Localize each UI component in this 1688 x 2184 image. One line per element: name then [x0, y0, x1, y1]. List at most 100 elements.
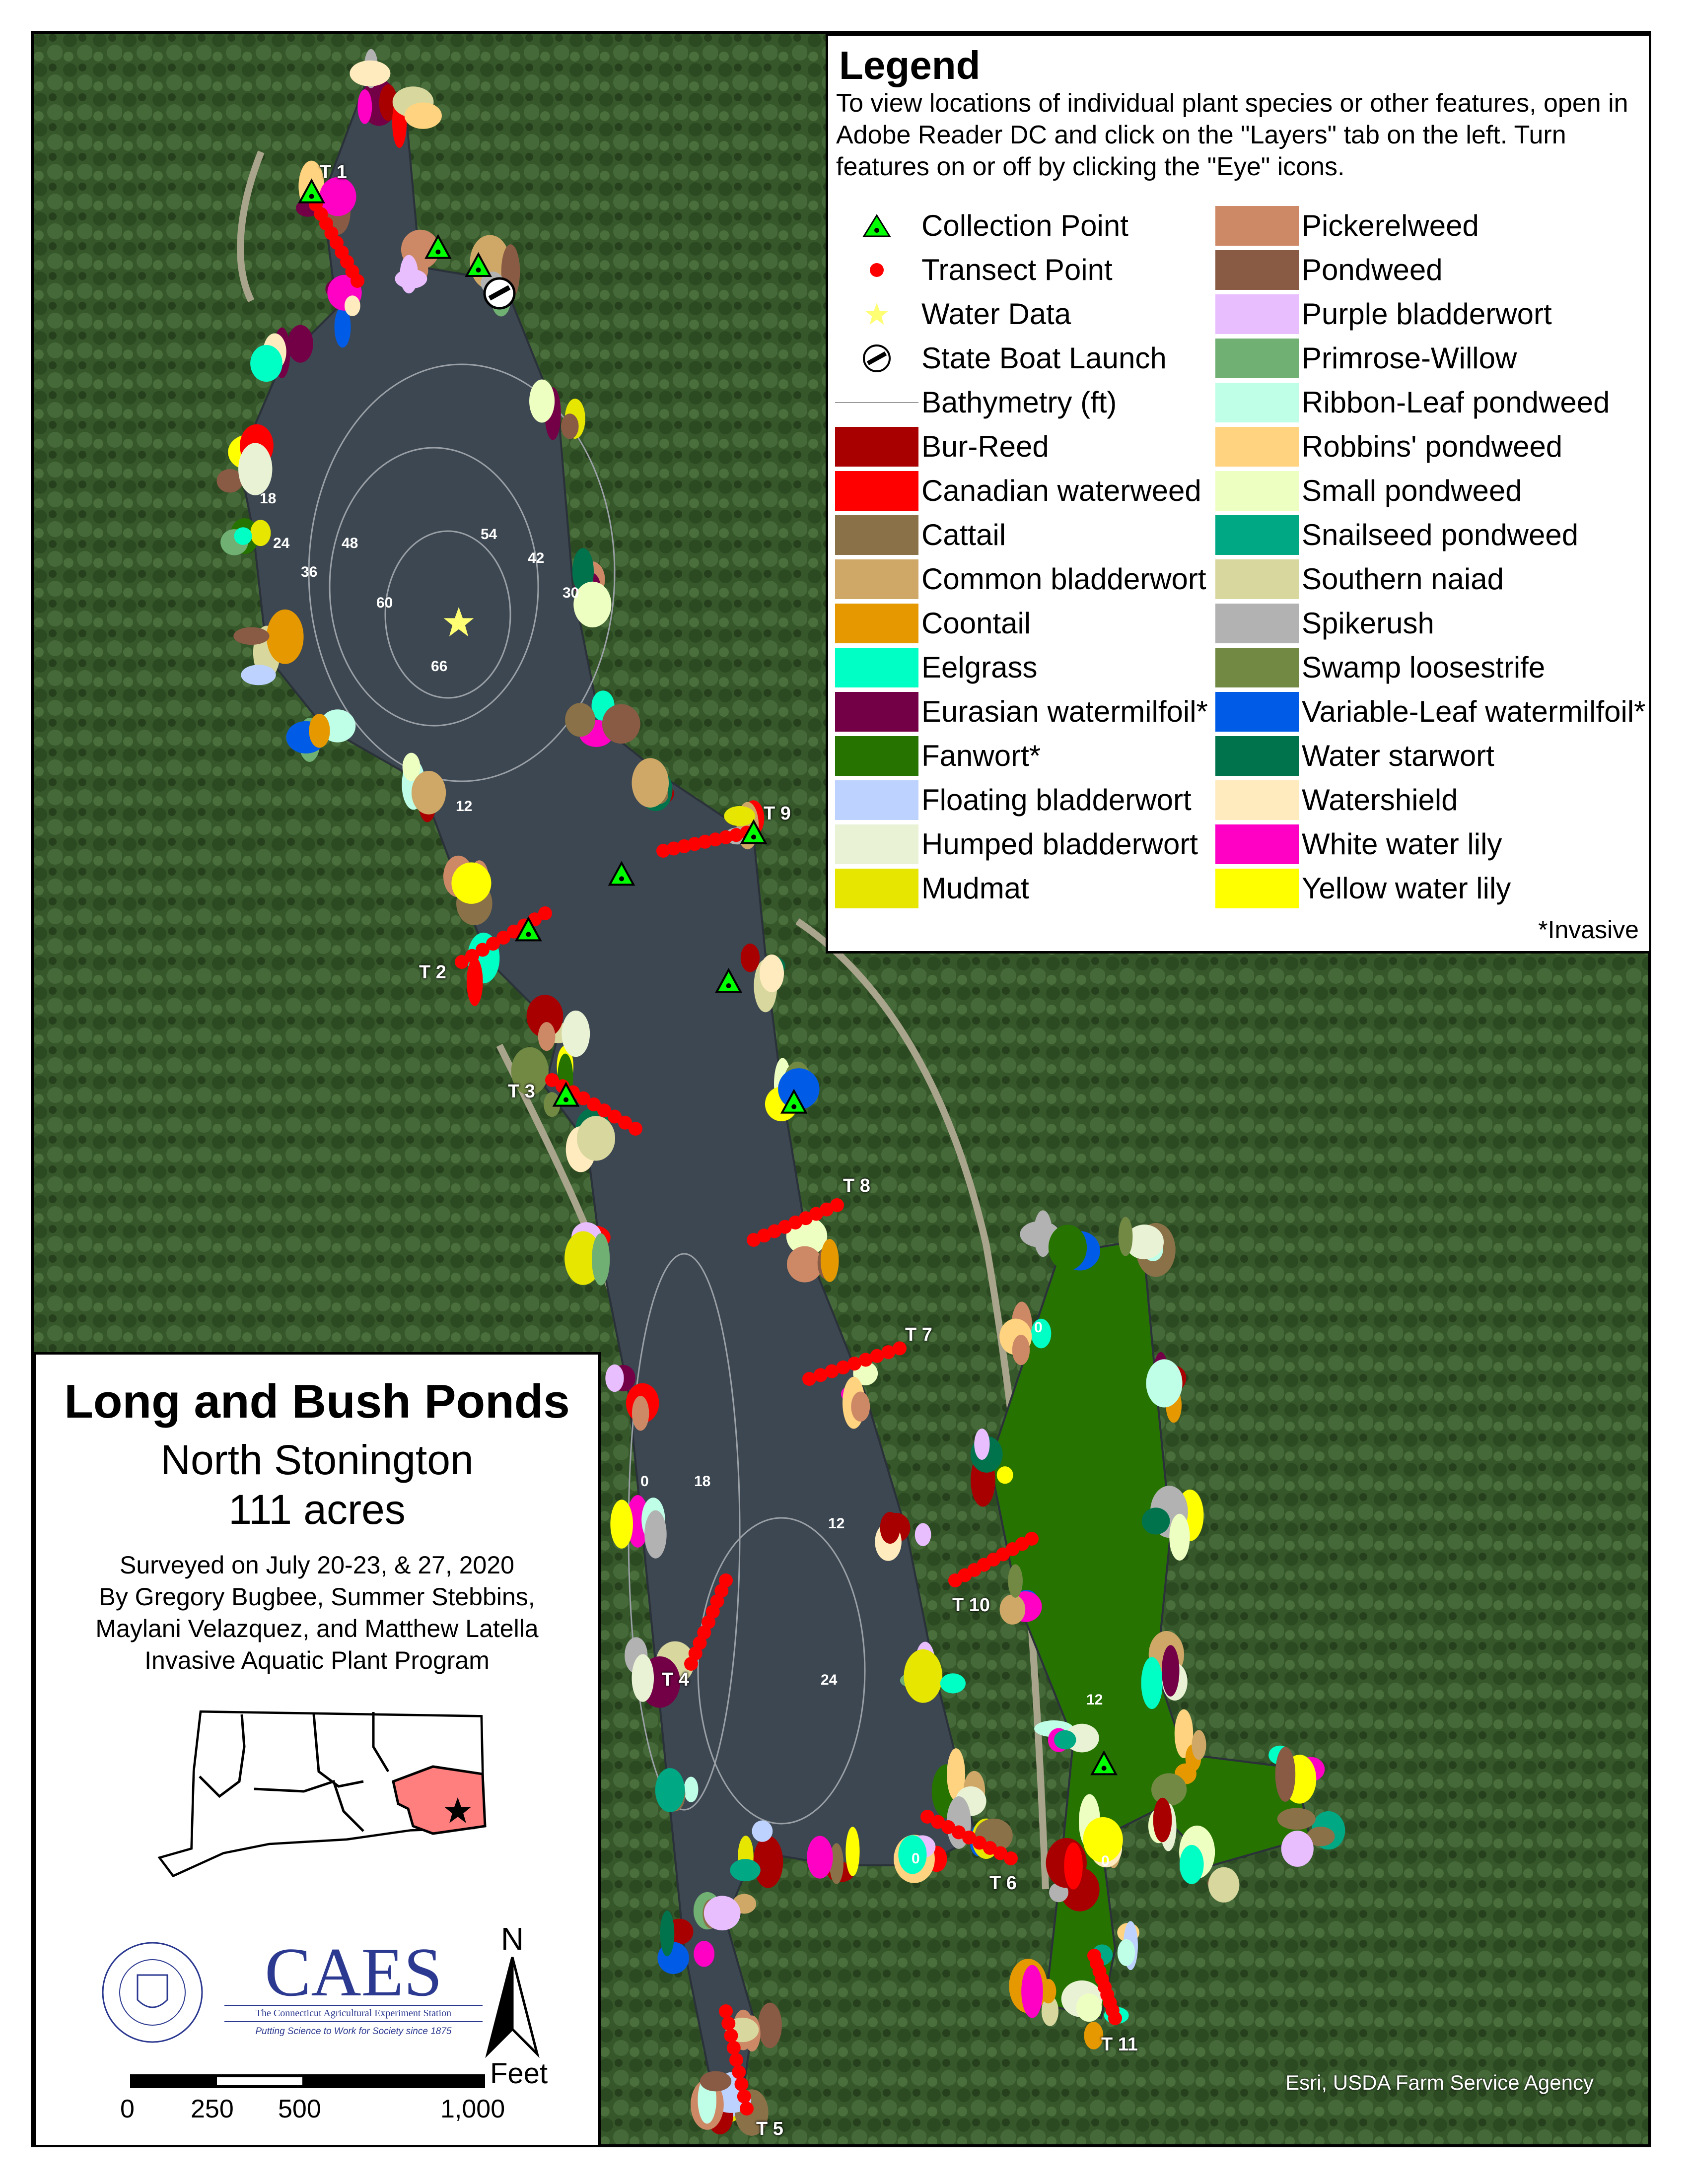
plant-bed	[940, 1673, 966, 1694]
collection-point-icon	[552, 1082, 580, 1107]
transect-point	[486, 937, 500, 951]
transect-point	[476, 943, 490, 957]
plant-bed	[573, 581, 612, 627]
color-swatch	[835, 559, 918, 599]
transect-point	[597, 1103, 611, 1118]
transect-point	[629, 1122, 642, 1136]
legend-label: Eurasian watermilfoil*	[921, 695, 1208, 728]
legend-item: Common bladderwort	[835, 557, 1215, 601]
legend-label: Cattail	[921, 518, 1006, 551]
legend-item: Floating bladderwort	[835, 778, 1215, 822]
transect-point	[1108, 2011, 1122, 2025]
title-box: Long and Bush Ponds North Stonington 111…	[33, 1352, 601, 2147]
plant-bed	[1281, 1831, 1314, 1867]
transect-point	[697, 1626, 711, 1639]
transect-point	[734, 2077, 749, 2091]
legend-label: Ribbon-Leaf pondweed	[1302, 386, 1610, 419]
scale-tick: 0	[120, 2095, 135, 2123]
bathymetry-contour	[384, 530, 511, 699]
plant-bed	[404, 102, 442, 129]
plant-bed	[700, 2071, 732, 2092]
plant-bed	[703, 1896, 741, 1931]
plant-bed	[1141, 1657, 1163, 1709]
bathymetry-label: 12	[828, 1515, 845, 1532]
plant-bed	[730, 1859, 761, 1882]
transect-point	[813, 1368, 828, 1382]
collection-point-icon	[1090, 1750, 1118, 1775]
plant-bed	[605, 1364, 624, 1392]
color-swatch	[1215, 824, 1299, 864]
program-name: Invasive Aquatic Plant Program	[144, 1646, 490, 1674]
legend-item: Transect Point	[835, 248, 1215, 292]
transect-point	[809, 1207, 823, 1221]
transect-point	[538, 906, 552, 920]
plant-bed	[632, 1654, 654, 1702]
plant-bed	[1033, 1210, 1053, 1257]
plant-beds	[216, 49, 1345, 2136]
legend-label: Floating bladderwort	[921, 783, 1192, 817]
transect-label: T 1	[320, 162, 347, 183]
color-swatch	[835, 603, 918, 643]
transect-point	[920, 1810, 934, 1824]
scale-tick: 500	[278, 2095, 321, 2123]
transect-label: T 6	[989, 1873, 1017, 1894]
town-name: North Stonington	[160, 1436, 474, 1483]
color-swatch	[835, 736, 918, 776]
plant-bed	[851, 1391, 870, 1422]
plant-bed	[1125, 1225, 1164, 1260]
legend-label: Eelgrass	[921, 651, 1038, 684]
transect-point	[993, 1846, 1007, 1860]
plant-bed	[344, 295, 360, 316]
plant-bed	[561, 413, 579, 439]
legend-label: Humped bladderwort	[921, 827, 1198, 861]
transect-point	[858, 1353, 873, 1367]
map-title: Long and Bush Ponds	[64, 1375, 570, 1428]
transect-point	[465, 949, 479, 963]
legend-title: Legend	[839, 43, 981, 87]
plant-bed	[250, 344, 282, 382]
transect-point	[726, 2041, 741, 2055]
water-data-star-icon	[443, 607, 474, 637]
color-swatch	[1215, 736, 1299, 776]
transect-point	[714, 1584, 729, 1598]
color-swatch	[1215, 338, 1299, 378]
invasive-footnote: *Invasive	[1538, 916, 1639, 944]
transect-point	[705, 1605, 720, 1619]
plant-bed	[379, 84, 398, 121]
color-swatch	[1215, 250, 1299, 290]
transect-point	[740, 2102, 754, 2116]
legend-label: Robbins' pondweed	[1302, 430, 1563, 463]
plant-bed	[1031, 1318, 1052, 1349]
bathymetry-label: 0	[912, 1850, 920, 1867]
transect-point	[724, 2029, 738, 2043]
legend-item: Eelgrass	[835, 645, 1215, 689]
transect-point	[788, 1216, 802, 1229]
legend-label: Fanwort*	[921, 739, 1041, 772]
legend-label: Bur-Reed	[921, 430, 1049, 463]
legend-item: Pondweed	[1215, 248, 1596, 292]
legend-item: Snailseed pondweed	[1215, 513, 1596, 557]
plant-bed	[694, 1941, 715, 1967]
legend-label: Southern naiad	[1302, 562, 1504, 596]
legend-panel: Legend To view locations of individual p…	[826, 33, 1651, 954]
plant-bed	[684, 1776, 699, 1802]
plant-bed	[529, 379, 555, 423]
transect-point	[688, 837, 702, 851]
bathymetry-label: 60	[376, 595, 393, 611]
plant-bed	[234, 527, 252, 545]
transect-label: T 10	[952, 1595, 990, 1616]
bathymetry-label: 12	[1086, 1692, 1103, 1708]
bathymetry-label: 24	[821, 1672, 838, 1688]
plant-bed	[1179, 1844, 1204, 1884]
color-swatch	[1215, 426, 1299, 467]
scale-bar: Feet 0 250 500 1,000	[36, 2057, 598, 2144]
plant-bed	[564, 1231, 602, 1285]
legend-label: Water Data	[921, 297, 1071, 331]
color-swatch	[835, 780, 918, 820]
legend-item: Ribbon-Leaf pondweed	[1215, 380, 1610, 424]
bathymetry-contours	[308, 363, 866, 1825]
bathymetry-label: 24	[273, 535, 290, 551]
map-attribution: Esri, USDA Farm Service Agency	[1285, 2071, 1594, 2094]
plant-bed	[947, 1748, 966, 1801]
legend-item: Yellow water lily	[1215, 866, 1596, 910]
